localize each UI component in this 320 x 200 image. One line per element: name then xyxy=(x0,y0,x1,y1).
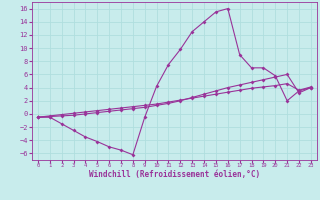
X-axis label: Windchill (Refroidissement éolien,°C): Windchill (Refroidissement éolien,°C) xyxy=(89,170,260,179)
